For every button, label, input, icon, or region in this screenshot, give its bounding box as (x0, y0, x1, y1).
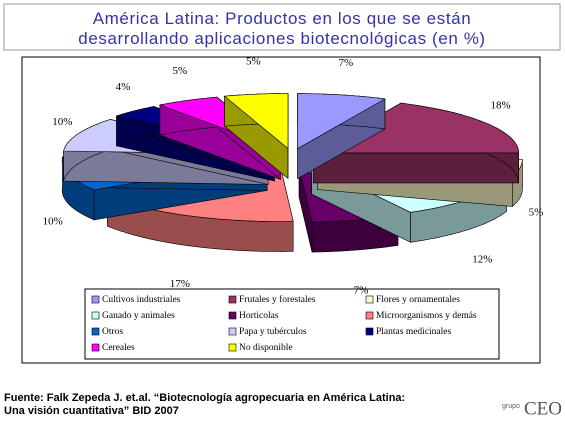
legend-label: Horticolas (239, 311, 279, 321)
legend-swatch (91, 311, 100, 320)
legend-swatch (228, 327, 237, 336)
slice (223, 93, 289, 150)
legend-label: Otros (102, 327, 123, 337)
data-label: 12% (472, 253, 492, 265)
data-label: 10% (52, 116, 72, 128)
legend-frame (84, 288, 500, 360)
legend-label: Papa y tubérculos (239, 327, 307, 337)
logo: CEO (524, 398, 562, 419)
chart-title: América Latina: Productos en los que se … (78, 9, 486, 48)
legend-label: Microorganismos y demás (376, 311, 477, 321)
data-label: 7% (354, 285, 369, 297)
legend-label: Cultivos industriales (102, 295, 181, 305)
data-label: 5% (173, 65, 188, 77)
data-label: 18% (490, 100, 510, 112)
legend-label: Flores y ornamentales (376, 295, 460, 305)
slice-group (297, 93, 386, 180)
legend-label: No disponible (239, 343, 293, 353)
legend-swatch (228, 343, 237, 352)
slice (297, 93, 386, 150)
legend-swatch (365, 327, 374, 336)
legend-swatch (91, 327, 100, 336)
legend-swatch (91, 343, 100, 352)
data-label: 7% (339, 57, 354, 69)
legend-label: Ganado y animales (102, 311, 175, 321)
legend-swatch (228, 295, 237, 304)
data-label: 5% (246, 56, 261, 68)
legend-swatch (91, 295, 100, 304)
data-label: 5% (529, 207, 544, 219)
legend-label: Plantas medicinales (376, 327, 451, 337)
title-frame (3, 3, 561, 51)
slice-side (313, 152, 519, 184)
legend-swatch (365, 295, 374, 304)
slice-group (223, 93, 289, 180)
legend-swatch (365, 311, 374, 320)
data-label: 10% (43, 216, 63, 228)
legend-label: Cereales (102, 343, 135, 353)
source-note: Fuente: Falk Zepeda J. et.al. “Biotecnol… (4, 392, 406, 417)
logo-small: grupo (502, 403, 520, 410)
data-label: 17% (170, 278, 190, 290)
legend-swatch (228, 311, 237, 320)
legend-label: Frutales y forestales (239, 294, 316, 305)
pie (61, 93, 523, 253)
data-label: 4% (116, 81, 131, 93)
